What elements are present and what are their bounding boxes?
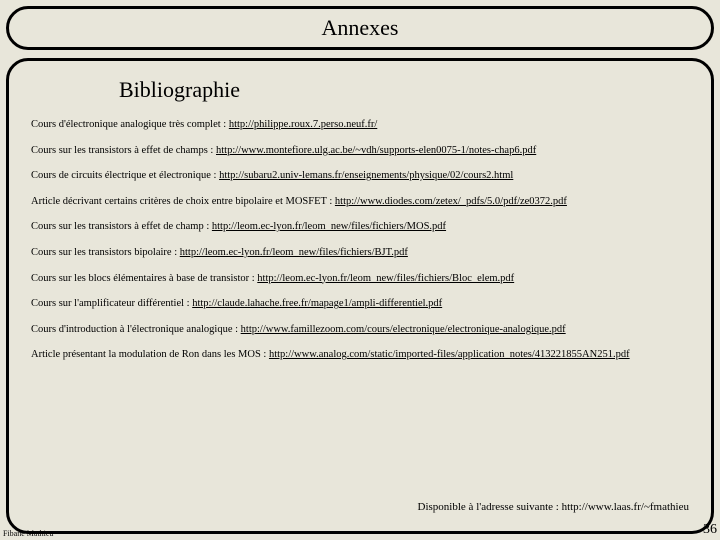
bibliography-entry: Cours de circuits électrique et électron… — [31, 170, 689, 183]
entry-link[interactable]: http://leom.ec-lyon.fr/leom_new/files/fi… — [180, 247, 408, 258]
entry-prefix: Cours sur les transistors bipolaire : — [31, 247, 180, 258]
bibliography-entry: Cours sur les transistors à effet de cha… — [31, 221, 689, 234]
bibliography-entry: Cours sur les transistors bipolaire : ht… — [31, 247, 689, 260]
bibliography-entries: Cours d'électronique analogique très com… — [31, 119, 689, 362]
bibliography-entry: Cours sur l'amplificateur différentiel :… — [31, 298, 689, 311]
entry-link[interactable]: http://www.diodes.com/zetex/_pdfs/5.0/pd… — [335, 196, 567, 207]
page-number: 36 — [703, 522, 717, 538]
entry-link[interactable]: http://leom.ec-lyon.fr/leom_new/files/fi… — [212, 221, 446, 232]
entry-prefix: Cours sur l'amplificateur différentiel : — [31, 298, 192, 309]
entry-prefix: Article présentant la modulation de Ron … — [31, 349, 269, 360]
entry-link[interactable]: http://philippe.roux.7.perso.neuf.fr/ — [229, 119, 377, 130]
entry-link[interactable]: http://www.analog.com/static/imported-fi… — [269, 349, 630, 360]
entry-link[interactable]: http://leom.ec-lyon.fr/leom_new/files/fi… — [257, 273, 514, 284]
entry-link[interactable]: http://www.montefiore.ulg.ac.be/~vdh/sup… — [216, 145, 536, 156]
content-box: Bibliographie Cours d'électronique analo… — [6, 58, 714, 534]
page-title: Annexes — [322, 15, 399, 41]
entry-prefix: Cours sur les transistors à effet de cha… — [31, 145, 216, 156]
entry-link[interactable]: http://www.famillezoom.com/cours/electro… — [241, 324, 566, 335]
bibliography-heading: Bibliographie — [119, 77, 689, 103]
footer-author: Fibane Mathieu — [3, 529, 53, 538]
bibliography-entry: Article décrivant certains critères de c… — [31, 196, 689, 209]
title-box: Annexes — [6, 6, 714, 50]
entry-prefix: Cours d'introduction à l'électronique an… — [31, 324, 241, 335]
entry-link[interactable]: http://subaru2.univ-lemans.fr/enseigneme… — [219, 170, 513, 181]
availability-text: Disponible à l'adresse suivante : http:/… — [418, 501, 689, 513]
bibliography-entry: Cours sur les transistors à effet de cha… — [31, 145, 689, 158]
entry-prefix: Cours d'électronique analogique très com… — [31, 119, 229, 130]
bibliography-entry: Cours d'introduction à l'électronique an… — [31, 324, 689, 337]
entry-prefix: Cours sur les transistors à effet de cha… — [31, 221, 212, 232]
bibliography-entry: Article présentant la modulation de Ron … — [31, 349, 689, 362]
entry-prefix: Cours de circuits électrique et électron… — [31, 170, 219, 181]
entry-prefix: Cours sur les blocs élémentaires à base … — [31, 273, 257, 284]
entry-prefix: Article décrivant certains critères de c… — [31, 196, 335, 207]
entry-link[interactable]: http://claude.lahache.free.fr/mapage1/am… — [192, 298, 442, 309]
bibliography-entry: Cours d'électronique analogique très com… — [31, 119, 689, 132]
bibliography-entry: Cours sur les blocs élémentaires à base … — [31, 273, 689, 286]
